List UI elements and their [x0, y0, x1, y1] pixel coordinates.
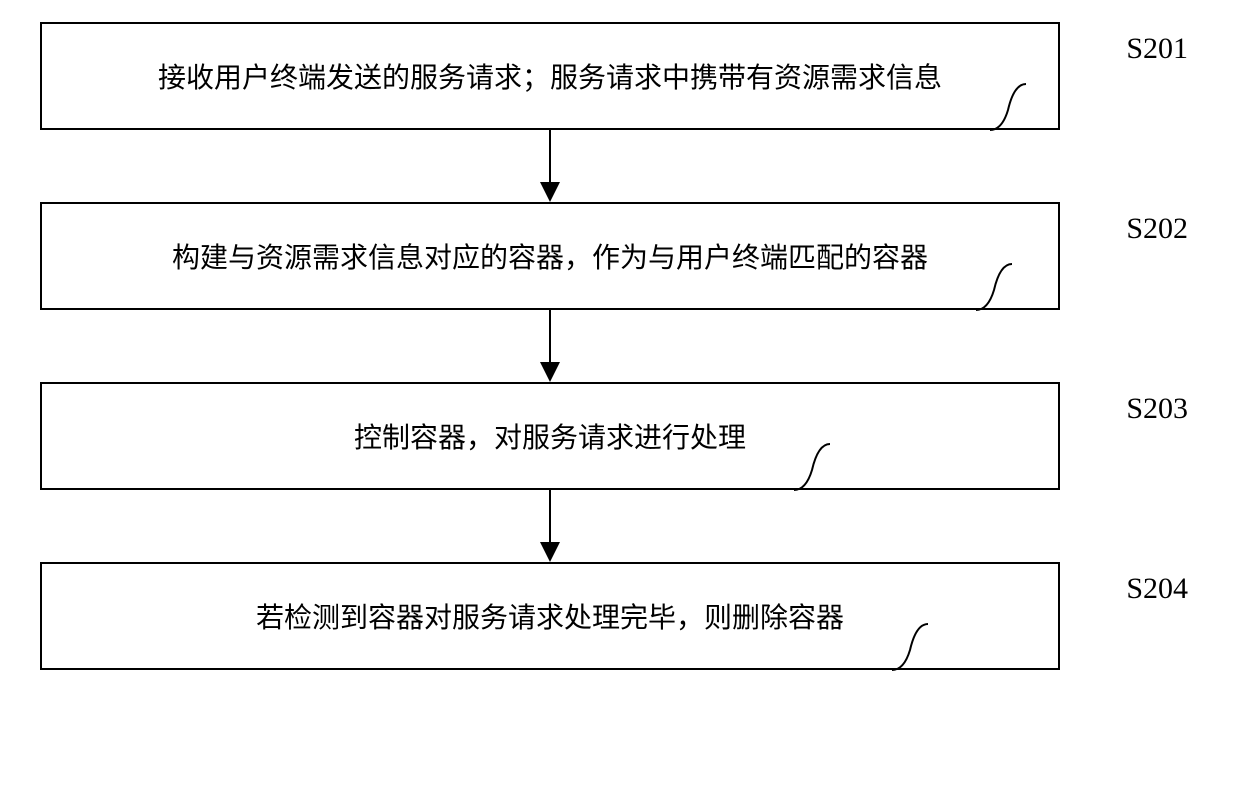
step-box-s204: 若检测到容器对服务请求处理完毕，则删除容器 S204	[40, 562, 1060, 670]
step-label: S202	[1126, 212, 1188, 246]
step-box-s202: 构建与资源需求信息对应的容器，作为与用户终端匹配的容器 S202	[40, 202, 1060, 310]
step-box-s203: 控制容器，对服务请求进行处理 S203	[40, 382, 1060, 490]
step-label: S204	[1126, 572, 1188, 606]
arrow-down	[40, 310, 1060, 382]
step-label: S203	[1126, 392, 1188, 426]
arrow-down	[40, 490, 1060, 562]
step-label: S201	[1126, 32, 1188, 66]
step-text: 若检测到容器对服务请求处理完毕，则删除容器	[256, 596, 844, 636]
step-text: 接收用户终端发送的服务请求；服务请求中携带有资源需求信息	[158, 56, 942, 96]
step-box-s201: 接收用户终端发送的服务请求；服务请求中携带有资源需求信息 S201	[40, 22, 1060, 130]
step-text: 构建与资源需求信息对应的容器，作为与用户终端匹配的容器	[172, 236, 928, 276]
step-text: 控制容器，对服务请求进行处理	[354, 416, 746, 456]
arrow-down	[40, 130, 1060, 202]
flowchart-container: 接收用户终端发送的服务请求；服务请求中携带有资源需求信息 S201 构建与资源需…	[40, 22, 1200, 670]
